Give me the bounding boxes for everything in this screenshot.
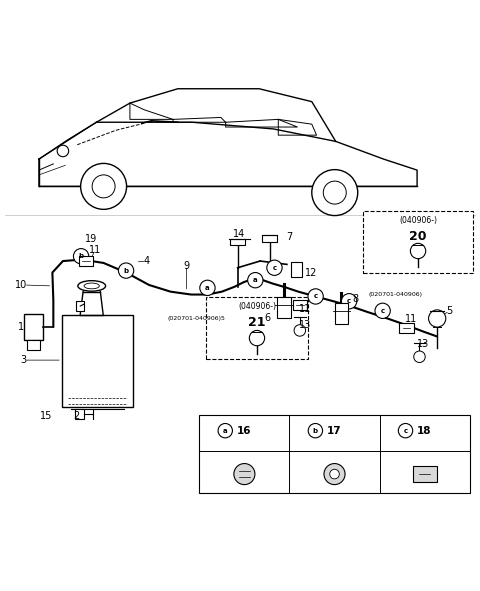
Circle shape	[234, 463, 255, 485]
Text: 5: 5	[446, 306, 453, 316]
Text: (040906-): (040906-)	[238, 303, 276, 311]
Circle shape	[398, 424, 413, 438]
FancyBboxPatch shape	[205, 297, 309, 359]
Circle shape	[248, 272, 263, 288]
Bar	[75, 409, 84, 418]
Bar	[79, 256, 93, 266]
Bar	[413, 466, 437, 482]
Circle shape	[73, 249, 89, 264]
Bar	[293, 300, 307, 310]
Circle shape	[330, 469, 339, 479]
Bar	[263, 235, 277, 242]
Text: 17: 17	[327, 426, 341, 436]
Circle shape	[200, 280, 215, 296]
Text: c: c	[272, 265, 276, 271]
Circle shape	[308, 289, 323, 304]
Text: 14: 14	[233, 229, 245, 239]
Text: 11: 11	[405, 314, 418, 324]
Ellipse shape	[78, 281, 106, 291]
Circle shape	[267, 260, 282, 275]
Text: 7: 7	[286, 232, 292, 242]
Text: (020701-040906): (020701-040906)	[368, 292, 422, 297]
Text: 13: 13	[417, 339, 429, 349]
Text: a: a	[253, 277, 258, 283]
Text: (020701-040906)5: (020701-040906)5	[167, 316, 225, 321]
Bar	[24, 314, 43, 340]
Text: 20: 20	[409, 230, 427, 243]
Circle shape	[119, 263, 134, 278]
Bar	[199, 415, 470, 493]
FancyBboxPatch shape	[363, 211, 473, 272]
Circle shape	[218, 424, 232, 438]
Circle shape	[57, 145, 69, 157]
Circle shape	[375, 303, 390, 319]
Text: 11: 11	[89, 245, 102, 255]
Text: 11: 11	[299, 304, 311, 314]
Text: 4: 4	[144, 256, 150, 266]
Bar	[399, 323, 414, 333]
Text: 10: 10	[15, 280, 27, 290]
Bar	[277, 297, 291, 318]
Text: 12: 12	[305, 268, 317, 278]
Text: 2: 2	[73, 411, 79, 421]
Text: 15: 15	[40, 411, 52, 421]
Circle shape	[308, 424, 323, 438]
Text: (040906-): (040906-)	[399, 216, 437, 225]
Circle shape	[429, 310, 446, 327]
Text: 3: 3	[21, 355, 27, 365]
Bar	[26, 340, 40, 350]
Text: 13: 13	[299, 320, 311, 330]
Text: 6: 6	[264, 313, 271, 323]
Bar	[62, 314, 133, 407]
Bar	[230, 239, 245, 245]
Text: a: a	[205, 285, 210, 291]
Text: c: c	[404, 428, 408, 434]
Text: 1: 1	[18, 322, 24, 332]
Ellipse shape	[84, 283, 99, 289]
Text: c: c	[347, 298, 351, 304]
Bar	[76, 301, 84, 311]
Circle shape	[249, 330, 264, 346]
Circle shape	[81, 163, 127, 209]
Text: 21: 21	[248, 316, 266, 329]
Text: b: b	[79, 254, 84, 259]
Text: b: b	[123, 268, 129, 274]
Circle shape	[92, 175, 115, 198]
Circle shape	[323, 181, 346, 204]
Bar	[335, 303, 348, 324]
Circle shape	[341, 294, 357, 309]
Bar	[291, 262, 302, 277]
Text: 18: 18	[417, 426, 432, 436]
Text: 8: 8	[353, 294, 359, 304]
Circle shape	[312, 170, 358, 216]
Text: c: c	[381, 308, 384, 314]
Text: b: b	[313, 428, 318, 434]
Text: 19: 19	[84, 234, 97, 244]
Text: 16: 16	[237, 426, 251, 436]
Circle shape	[410, 243, 426, 259]
Text: 9: 9	[183, 261, 190, 271]
Circle shape	[294, 324, 306, 336]
Text: c: c	[313, 294, 318, 300]
Circle shape	[414, 351, 425, 362]
Text: a: a	[223, 428, 228, 434]
Circle shape	[324, 463, 345, 485]
